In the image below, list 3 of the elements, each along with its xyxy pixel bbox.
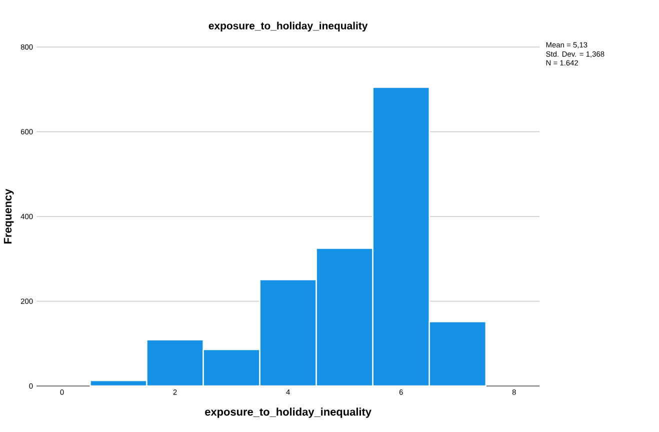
y-axis-title: Frequency bbox=[4, 188, 14, 244]
chart-title: exposure_to_holiday_inequality bbox=[208, 22, 368, 32]
x-axis-title: exposure_to_holiday_inequality bbox=[205, 408, 372, 418]
